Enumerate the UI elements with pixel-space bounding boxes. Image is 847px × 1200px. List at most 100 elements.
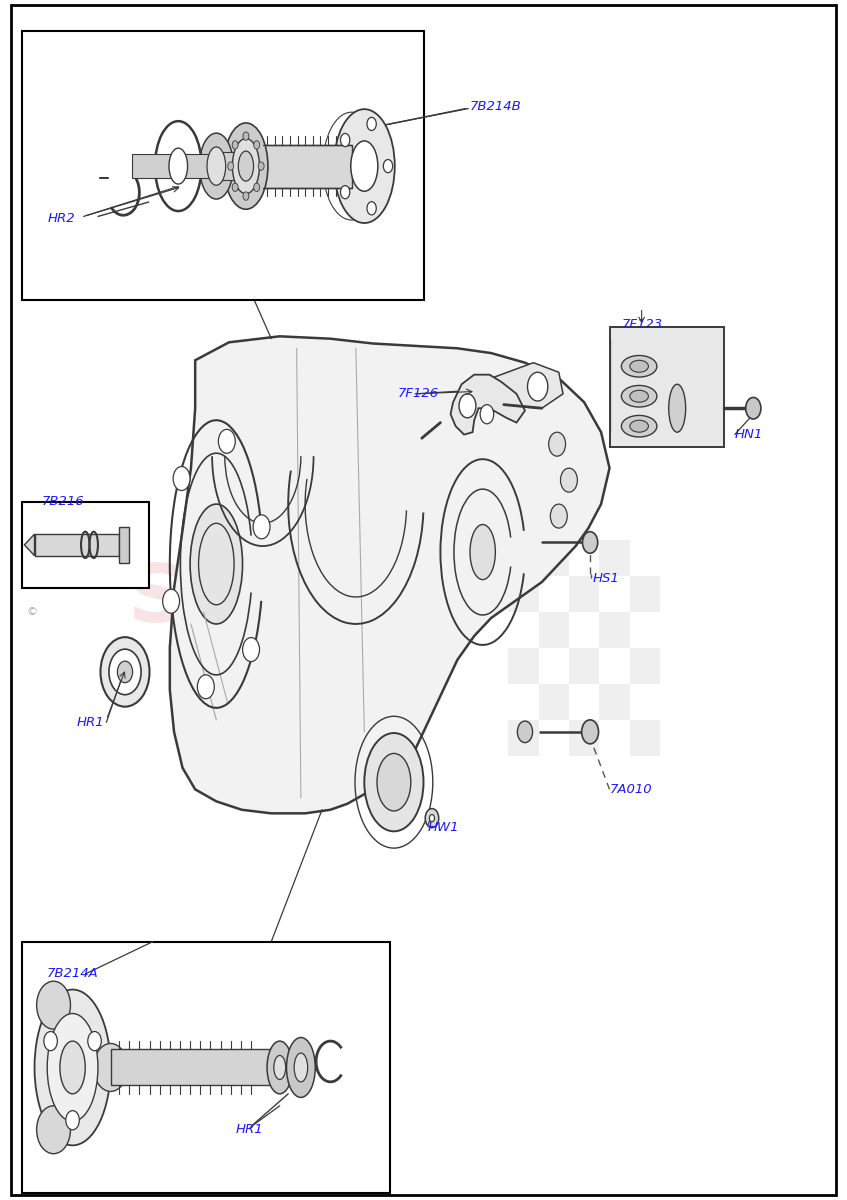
Bar xyxy=(569,648,600,684)
Ellipse shape xyxy=(109,649,141,695)
Ellipse shape xyxy=(224,122,268,209)
Circle shape xyxy=(254,140,260,149)
Circle shape xyxy=(480,404,494,424)
Circle shape xyxy=(243,192,249,200)
Text: 7B216: 7B216 xyxy=(42,496,84,509)
Text: 7A010: 7A010 xyxy=(610,782,652,796)
Ellipse shape xyxy=(267,1042,292,1094)
Ellipse shape xyxy=(118,661,133,683)
Circle shape xyxy=(243,132,249,140)
Text: 7B214B: 7B214B xyxy=(470,100,522,113)
Circle shape xyxy=(254,184,260,192)
Circle shape xyxy=(66,1111,80,1129)
Ellipse shape xyxy=(425,809,439,828)
Text: SCAfold: SCAfold xyxy=(128,562,483,640)
Ellipse shape xyxy=(429,815,435,822)
Text: HR1: HR1 xyxy=(77,715,104,728)
Polygon shape xyxy=(119,527,130,563)
Ellipse shape xyxy=(334,109,395,223)
Circle shape xyxy=(163,589,180,613)
Bar xyxy=(630,648,661,684)
Bar xyxy=(600,540,630,576)
Polygon shape xyxy=(263,144,352,187)
Ellipse shape xyxy=(669,384,685,432)
Ellipse shape xyxy=(294,1054,307,1082)
Text: HR2: HR2 xyxy=(47,212,75,226)
Bar xyxy=(22,942,390,1193)
Bar xyxy=(600,684,630,720)
Bar xyxy=(539,612,569,648)
Ellipse shape xyxy=(274,1056,285,1080)
Ellipse shape xyxy=(94,1044,128,1092)
Polygon shape xyxy=(169,336,610,814)
Circle shape xyxy=(367,118,376,131)
Ellipse shape xyxy=(518,721,533,743)
Circle shape xyxy=(242,637,259,661)
Ellipse shape xyxy=(377,754,411,811)
Ellipse shape xyxy=(101,637,150,707)
Circle shape xyxy=(173,467,190,491)
Ellipse shape xyxy=(622,355,657,377)
Circle shape xyxy=(551,504,567,528)
Circle shape xyxy=(258,162,264,170)
Bar xyxy=(569,720,600,756)
Ellipse shape xyxy=(232,138,259,193)
Ellipse shape xyxy=(630,420,649,432)
Circle shape xyxy=(44,1032,58,1051)
Polygon shape xyxy=(178,154,216,178)
Polygon shape xyxy=(25,534,35,556)
Ellipse shape xyxy=(470,524,495,580)
Circle shape xyxy=(549,432,566,456)
Ellipse shape xyxy=(622,385,657,407)
Bar xyxy=(569,576,600,612)
Ellipse shape xyxy=(286,1038,315,1098)
Ellipse shape xyxy=(47,1014,98,1121)
Ellipse shape xyxy=(35,990,111,1145)
Ellipse shape xyxy=(630,390,649,402)
Ellipse shape xyxy=(169,148,187,184)
Circle shape xyxy=(561,468,578,492)
Polygon shape xyxy=(451,374,525,434)
Polygon shape xyxy=(132,154,178,178)
Ellipse shape xyxy=(582,720,599,744)
Ellipse shape xyxy=(630,360,649,372)
Bar xyxy=(22,31,424,300)
Circle shape xyxy=(197,674,214,698)
Circle shape xyxy=(253,515,270,539)
Circle shape xyxy=(228,162,234,170)
Circle shape xyxy=(528,372,548,401)
Polygon shape xyxy=(111,1050,271,1086)
Ellipse shape xyxy=(190,504,242,624)
Text: HN1: HN1 xyxy=(734,428,763,442)
Ellipse shape xyxy=(364,733,424,832)
Polygon shape xyxy=(35,534,119,556)
Circle shape xyxy=(219,430,235,454)
Bar xyxy=(22,502,149,588)
Text: HR1: HR1 xyxy=(235,1123,263,1136)
Ellipse shape xyxy=(199,133,233,199)
Circle shape xyxy=(459,394,476,418)
Text: 7B214A: 7B214A xyxy=(47,967,99,980)
Bar xyxy=(508,720,539,756)
Ellipse shape xyxy=(745,397,761,419)
Ellipse shape xyxy=(36,982,70,1030)
Bar xyxy=(600,612,630,648)
Bar xyxy=(630,576,661,612)
Ellipse shape xyxy=(36,1105,70,1153)
Ellipse shape xyxy=(60,1042,86,1094)
Text: 7F123: 7F123 xyxy=(623,318,663,331)
Polygon shape xyxy=(490,362,563,408)
Circle shape xyxy=(340,133,350,146)
Ellipse shape xyxy=(622,415,657,437)
Bar xyxy=(508,576,539,612)
Circle shape xyxy=(340,186,350,199)
Circle shape xyxy=(367,202,376,215)
Bar xyxy=(508,648,539,684)
Bar xyxy=(539,540,569,576)
Circle shape xyxy=(232,140,238,149)
Polygon shape xyxy=(610,326,723,446)
Text: HS1: HS1 xyxy=(593,572,619,584)
Text: 7F126: 7F126 xyxy=(398,388,440,401)
Circle shape xyxy=(88,1032,102,1051)
Bar xyxy=(630,720,661,756)
